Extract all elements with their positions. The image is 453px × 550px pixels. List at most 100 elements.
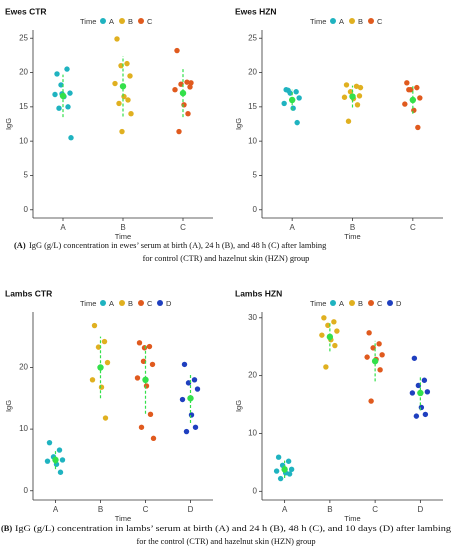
y-axis-label: IgG [234,400,243,412]
x-tick-label: C [180,223,186,232]
point [128,111,134,117]
legend-swatch [387,300,393,306]
point [65,104,71,110]
y-tick-label: 20 [248,371,257,380]
legend-label: A [109,299,114,308]
point [415,382,422,389]
legend-title: Time [310,299,326,308]
point [52,91,58,98]
y-tick-label: 0 [24,486,29,495]
legend-label: C [377,299,383,308]
point [411,107,417,113]
legend-swatch [138,300,144,306]
y-tick-label: 30 [248,313,257,322]
x-tick-label: A [60,223,66,232]
point [377,367,383,373]
point [404,80,410,86]
point [325,322,331,329]
point [411,355,418,361]
point [347,89,354,95]
point [341,94,348,100]
mean-point [281,466,288,473]
legend-title: Time [80,17,96,26]
legend-label: C [147,17,153,26]
point [98,384,105,390]
point [286,471,293,477]
point [181,361,188,368]
legend-swatch [157,300,163,306]
y-tick-label: 10 [19,424,28,433]
mean-point [59,92,67,100]
point [357,84,364,91]
x-tick-label: C [372,505,378,514]
mean-point [371,357,379,365]
x-tick-label: C [410,223,416,232]
point [56,447,63,453]
legend-label: C [377,17,383,26]
y-tick-label: 20 [248,68,257,77]
point [95,344,102,350]
point [421,377,428,383]
chart-title: Ewes CTR [5,6,47,16]
point [294,119,300,126]
y-tick-label: 15 [248,102,257,111]
point [67,90,73,96]
point [143,383,150,389]
point [172,86,178,93]
legend-label: B [358,299,363,308]
y-axis-label: IgG [234,118,243,130]
point [334,328,340,334]
mean-point [97,364,104,371]
point [422,411,429,418]
point [345,118,352,124]
y-tick-label: 5 [24,171,29,180]
x-tick-label: A [282,505,288,514]
point [134,375,141,381]
y-tick-label: 10 [19,136,28,145]
point [54,71,60,77]
legend-label: B [128,17,133,26]
legend-title: Time [310,17,326,26]
x-tick-label: C [143,505,149,514]
x-tick-label: D [417,505,423,514]
caption-label: (A) [14,241,26,250]
point [116,100,122,107]
point [185,380,192,386]
point [112,80,118,87]
mean-point [409,96,417,104]
legend-swatch [349,300,355,306]
point [368,398,374,404]
mean-point [349,93,356,100]
x-axis-label: Time [115,514,131,523]
point [149,361,156,368]
y-tick-label: 10 [248,429,257,438]
point [413,413,420,419]
legend-swatch [119,18,125,24]
legend-swatch [100,18,106,24]
point [58,82,64,88]
mean-point [187,395,194,402]
point [64,66,70,72]
legend-label: D [166,299,172,308]
point [138,424,145,430]
legend-swatch [349,18,355,24]
legend-label: D [396,299,402,308]
point [354,102,361,108]
point [183,428,190,435]
point [415,124,421,131]
legend-label: A [339,17,344,26]
y-tick-label: 25 [19,33,28,42]
point [101,338,108,345]
mean-point [179,89,187,97]
legend-swatch [138,18,144,24]
point [178,81,184,87]
legend-label: A [339,299,344,308]
point [288,466,295,473]
point [281,100,287,107]
legend-title: Time [80,299,96,308]
point [56,105,62,111]
legend-swatch [368,300,374,306]
point [104,359,111,366]
point [402,101,408,107]
